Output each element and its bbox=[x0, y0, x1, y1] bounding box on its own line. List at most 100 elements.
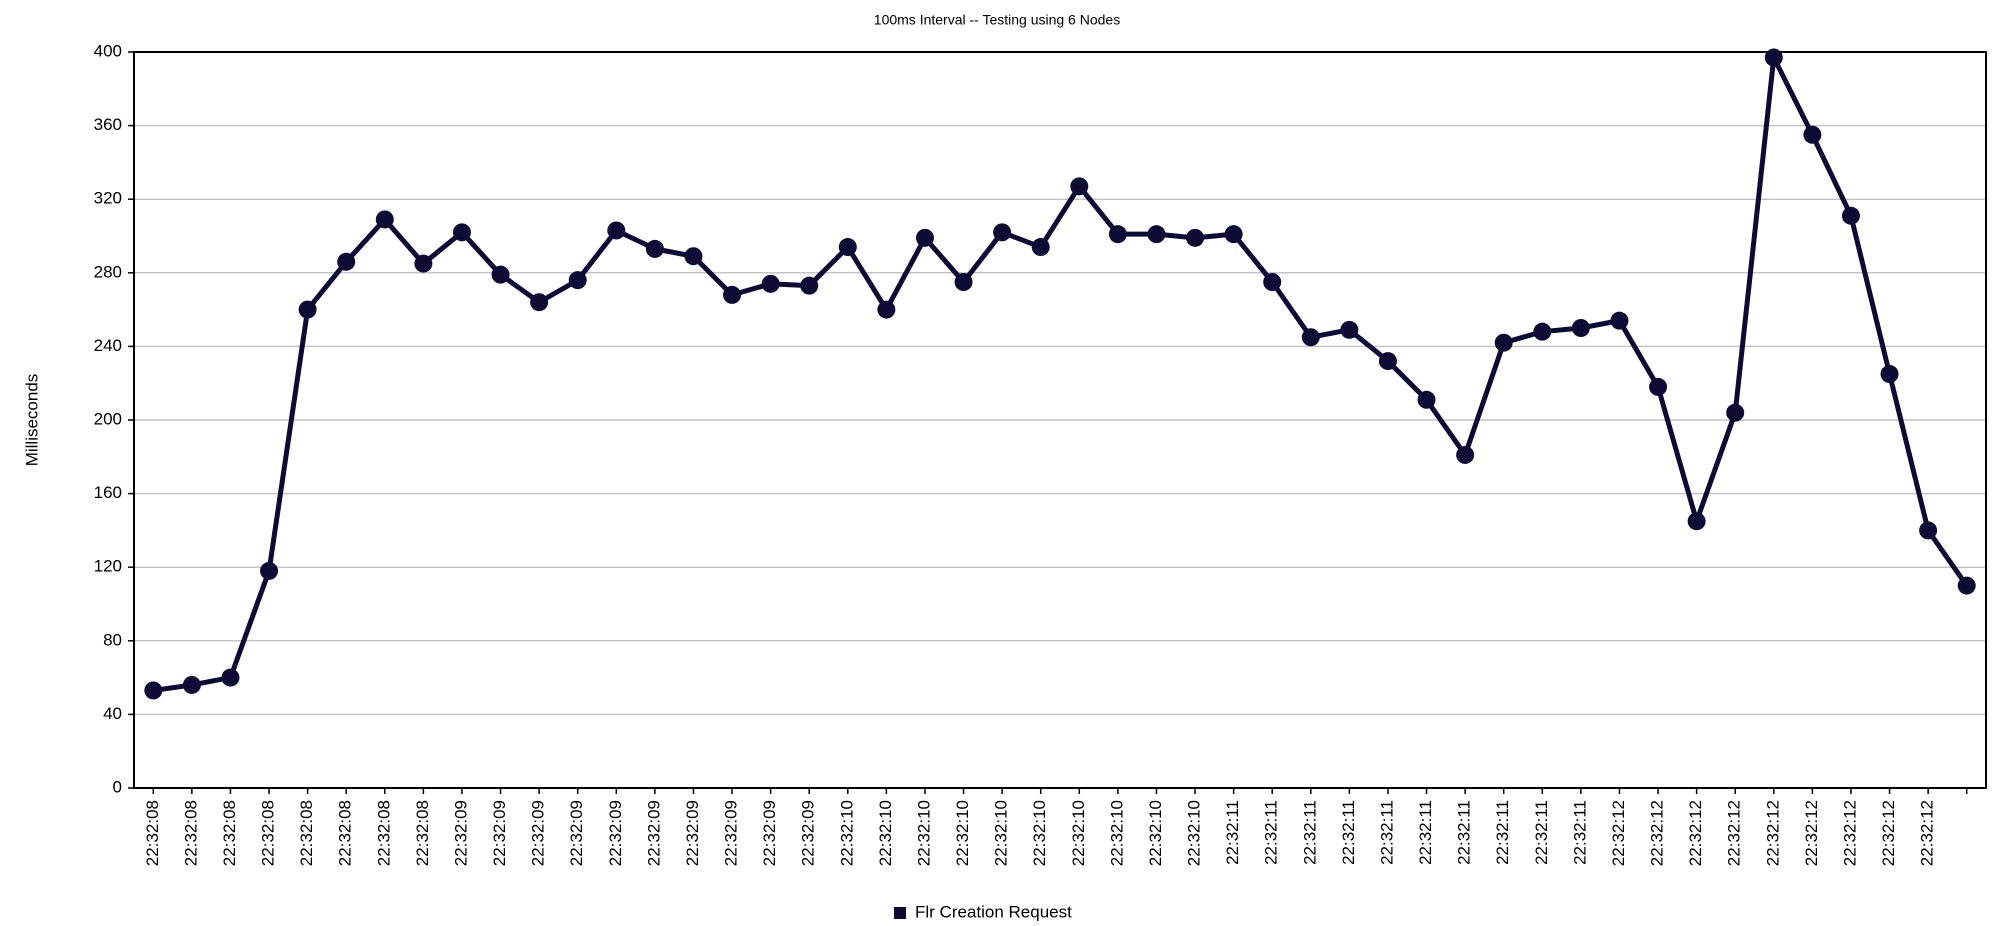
data-point bbox=[1880, 365, 1899, 383]
x-tick-label: 22:32:12 bbox=[1725, 800, 1744, 866]
x-tick-label: 22:32:10 bbox=[876, 800, 895, 866]
x-tick-label: 22:32:12 bbox=[1879, 800, 1898, 866]
x-tick-label: 22:32:09 bbox=[722, 800, 741, 866]
data-point bbox=[1108, 225, 1127, 244]
data-point bbox=[645, 239, 664, 258]
x-tick-label: 22:32:08 bbox=[374, 800, 393, 866]
x-tick-label: 22:32:10 bbox=[953, 800, 972, 866]
data-point bbox=[1649, 377, 1668, 396]
x-tick-label: 22:32:10 bbox=[914, 800, 933, 866]
data-point bbox=[414, 254, 433, 273]
data-point bbox=[1070, 177, 1089, 196]
x-tick-label: 22:32:09 bbox=[760, 800, 779, 866]
data-point bbox=[221, 668, 240, 687]
data-point bbox=[1764, 48, 1783, 67]
x-tick-label: 22:32:12 bbox=[1840, 800, 1859, 866]
x-tick-label: 22:32:11 bbox=[1570, 800, 1589, 865]
data-point bbox=[838, 238, 857, 257]
data-point bbox=[1726, 403, 1745, 422]
x-tick-label: 22:32:12 bbox=[1763, 800, 1782, 866]
y-tick-label: 320 bbox=[94, 189, 122, 208]
data-point bbox=[684, 247, 703, 266]
x-tick-label: 22:32:09 bbox=[490, 800, 509, 866]
data-point bbox=[761, 274, 780, 293]
x-tick-label: 22:32:12 bbox=[1686, 800, 1705, 866]
data-point bbox=[1301, 328, 1320, 347]
data-point bbox=[1571, 319, 1590, 337]
data-point bbox=[568, 271, 587, 290]
x-tick-label: 22:32:10 bbox=[992, 800, 1011, 866]
data-point bbox=[1340, 320, 1359, 339]
x-tick-label: 22:32:11 bbox=[1262, 800, 1281, 865]
x-tick-label: 22:32:10 bbox=[837, 800, 856, 866]
y-tick-label: 400 bbox=[94, 41, 122, 60]
x-tick-label: 22:32:12 bbox=[1609, 800, 1628, 866]
data-point bbox=[1417, 390, 1436, 409]
data-point bbox=[1224, 225, 1243, 244]
data-point bbox=[993, 223, 1012, 242]
data-point bbox=[877, 300, 896, 319]
x-tick-label: 22:32:10 bbox=[1185, 800, 1204, 866]
y-tick-label: 80 bbox=[103, 630, 122, 649]
x-tick-label: 22:32:11 bbox=[1532, 800, 1551, 865]
data-point bbox=[1186, 228, 1205, 247]
x-tick-label: 22:32:10 bbox=[1030, 800, 1049, 866]
x-tick-label: 22:32:08 bbox=[297, 800, 316, 866]
x-tick-label: 22:32:12 bbox=[1918, 800, 1937, 866]
data-point bbox=[144, 681, 163, 700]
x-tick-label: 22:32:09 bbox=[606, 800, 625, 866]
data-point bbox=[1610, 311, 1629, 330]
data-point bbox=[607, 221, 626, 240]
data-point bbox=[337, 252, 356, 271]
x-tick-label: 22:32:10 bbox=[1107, 800, 1126, 866]
y-tick-label: 200 bbox=[94, 409, 122, 428]
legend-label: Flr Creation Request bbox=[915, 902, 1072, 921]
x-tick-label: 22:32:09 bbox=[451, 800, 470, 866]
data-point bbox=[1687, 512, 1706, 531]
data-point bbox=[800, 276, 819, 295]
x-tick-label: 22:32:11 bbox=[1416, 800, 1435, 865]
y-tick-label: 240 bbox=[94, 336, 122, 355]
x-tick-label: 22:32:11 bbox=[1339, 800, 1358, 865]
x-tick-label: 22:32:11 bbox=[1300, 800, 1319, 865]
y-tick-label: 360 bbox=[94, 115, 122, 134]
x-tick-label: 22:32:08 bbox=[336, 800, 355, 866]
x-tick-label: 22:32:12 bbox=[1802, 800, 1821, 866]
data-point bbox=[954, 273, 973, 291]
x-tick-label: 22:32:09 bbox=[644, 800, 663, 866]
y-tick-label: 280 bbox=[94, 262, 122, 281]
y-tick-label: 160 bbox=[94, 483, 122, 502]
data-point bbox=[1378, 352, 1397, 371]
x-tick-label: 22:32:12 bbox=[1648, 800, 1667, 866]
x-tick-label: 22:32:11 bbox=[1223, 800, 1242, 865]
x-tick-label: 22:32:08 bbox=[143, 800, 162, 866]
data-point bbox=[1919, 521, 1938, 540]
data-point bbox=[1147, 225, 1166, 244]
x-tick-label: 22:32:08 bbox=[220, 800, 239, 866]
x-tick-label: 22:32:11 bbox=[1493, 800, 1512, 865]
chart-title: 100ms Interval -- Testing using 6 Nodes bbox=[874, 12, 1120, 28]
data-point bbox=[491, 265, 510, 284]
data-point bbox=[1803, 125, 1822, 144]
y-tick-label: 40 bbox=[103, 704, 122, 723]
data-point bbox=[375, 210, 394, 229]
legend-swatch bbox=[894, 907, 906, 919]
x-tick-label: 22:32:11 bbox=[1455, 800, 1474, 865]
x-tick-label: 22:32:09 bbox=[567, 800, 586, 866]
data-point bbox=[452, 223, 471, 242]
x-tick-label: 22:32:11 bbox=[1377, 800, 1396, 865]
data-point bbox=[298, 300, 317, 319]
data-point bbox=[1031, 238, 1050, 257]
y-tick-label: 0 bbox=[113, 777, 122, 796]
x-tick-label: 22:32:09 bbox=[529, 800, 548, 866]
x-tick-label: 22:32:08 bbox=[181, 800, 200, 866]
data-point bbox=[1533, 322, 1552, 341]
data-point bbox=[1957, 576, 1976, 595]
y-tick-label: 120 bbox=[94, 557, 122, 576]
x-tick-label: 22:32:09 bbox=[683, 800, 702, 866]
data-point bbox=[1841, 206, 1860, 225]
data-point bbox=[915, 228, 934, 247]
data-point bbox=[1263, 273, 1282, 291]
y-axis-label: Milliseconds bbox=[22, 374, 41, 467]
